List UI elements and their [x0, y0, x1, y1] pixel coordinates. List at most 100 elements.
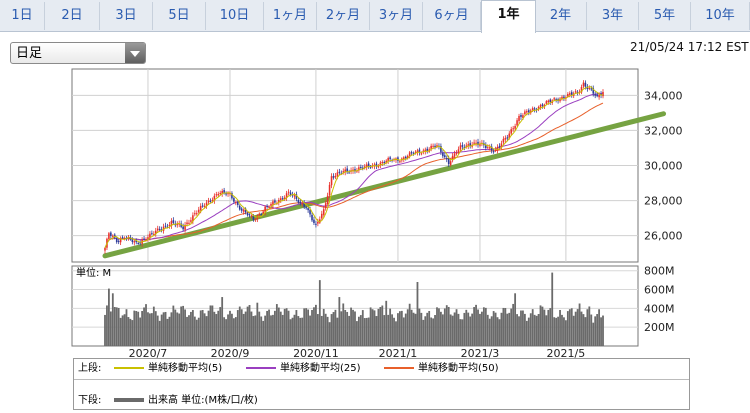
candle-255: [602, 89, 604, 99]
ma50-swatch: [384, 367, 414, 369]
volume-bar-31: [164, 311, 167, 346]
legend-volume: 出来高 単位:(M株/口/枚): [114, 394, 258, 408]
candle-body-82: [264, 206, 266, 213]
volume-bar-4: [111, 293, 114, 346]
candle-body-9: [121, 237, 124, 239]
candle-body-172: [440, 146, 442, 152]
candle-body-112: [322, 209, 325, 215]
volume-bar-212: [518, 316, 520, 346]
tab-5[interactable]: 1ヶ月: [264, 2, 317, 30]
candle-body-17: [137, 242, 139, 244]
candle-body-89: [278, 199, 280, 203]
volume-bar-142: [381, 305, 384, 346]
tab-3[interactable]: 5日: [153, 2, 206, 30]
candle-47: [195, 210, 198, 216]
tab-12[interactable]: 5年: [639, 2, 691, 30]
legend-upper-label: 上段:: [78, 363, 102, 374]
tab-11[interactable]: 3年: [587, 2, 639, 30]
tab-9[interactable]: 1年: [481, 0, 536, 33]
volume-bar-87: [274, 310, 276, 346]
volume-bar-200: [494, 312, 497, 346]
volume-bar-191: [477, 309, 479, 346]
candle-body-69: [238, 205, 241, 210]
volume-bar-80: [260, 316, 263, 346]
volume-bar-54: [209, 305, 212, 346]
tab-10[interactable]: 2年: [535, 2, 587, 30]
candle-68: [237, 199, 239, 208]
candle-body-186: [467, 144, 470, 147]
volume-bar-147: [391, 314, 393, 346]
candle-220: [533, 106, 536, 113]
volume-bar-71: [242, 313, 245, 346]
candle-107: [313, 216, 315, 225]
candle-body-207: [508, 133, 511, 139]
x-tick-label-3: 2021/1: [379, 347, 418, 360]
volume-bar-123: [344, 309, 347, 346]
candle-body-110: [319, 219, 321, 223]
volume-bar-224: [541, 306, 544, 346]
volume-bar-166: [428, 310, 431, 346]
tab-6[interactable]: 2ヶ月: [317, 2, 370, 30]
tab-1[interactable]: 2日: [45, 2, 100, 30]
volume-bar-153: [402, 317, 405, 346]
tab-0[interactable]: 1日: [0, 2, 45, 30]
candle-body-245: [582, 82, 585, 87]
volume-bar-63: [227, 314, 229, 346]
candle-64: [229, 191, 231, 197]
candle-body-219: [531, 108, 534, 110]
volume-bar-199: [492, 311, 495, 346]
candle-body-168: [432, 145, 434, 147]
candle-24: [151, 230, 153, 236]
tab-7[interactable]: 3ヶ月: [370, 2, 423, 30]
candle-body-20: [143, 238, 145, 240]
candle-body-109: [317, 221, 319, 224]
candle-body-155: [406, 155, 409, 159]
volume-bar-40: [182, 305, 185, 346]
volume-bar-47: [195, 319, 198, 346]
tab-4[interactable]: 10日: [206, 2, 264, 30]
candle-198: [490, 143, 493, 154]
volume-bar-103: [305, 308, 308, 346]
volume-bar-124: [346, 311, 349, 346]
volume-bar-163: [422, 319, 425, 346]
candle-body-94: [287, 191, 290, 193]
volume-bar-29: [160, 314, 163, 346]
candle-173: [442, 150, 444, 159]
candle-body-191: [477, 141, 479, 146]
volume-bar-8: [119, 317, 122, 346]
candle-body-161: [418, 149, 421, 153]
interval-select[interactable]: 日足: [10, 42, 146, 64]
candle-110: [319, 216, 321, 225]
volume-bar-189: [473, 307, 476, 346]
volume-bar-173: [441, 314, 444, 346]
candle-body-234: [561, 96, 563, 99]
candle-72: [244, 207, 247, 215]
volume-bar-94: [287, 310, 290, 346]
candle-body-44: [190, 220, 192, 222]
candle-28: [158, 226, 161, 232]
volume-bar-9: [121, 315, 124, 346]
volume-bar-49: [199, 310, 202, 346]
candle-71: [242, 208, 245, 215]
candle-body-100: [299, 201, 302, 204]
volume-bar-36: [174, 309, 177, 346]
candle-181: [457, 146, 460, 155]
candle-130: [358, 164, 360, 174]
volume-bar-232: [557, 316, 559, 346]
volume-bar-211: [516, 314, 518, 346]
tab-2[interactable]: 3日: [100, 2, 153, 30]
candle-206: [506, 134, 509, 141]
candle-80: [260, 212, 263, 216]
volume-bar-143: [383, 315, 386, 346]
candle-body-130: [358, 167, 360, 171]
candle-65: [231, 191, 233, 200]
y-tick-label-0: 26,000: [644, 230, 683, 243]
candle-body-108: [315, 223, 317, 225]
candle-body-67: [235, 202, 237, 204]
candle-body-31: [164, 225, 167, 227]
volume-bar-27: [156, 315, 159, 346]
candle-body-95: [289, 192, 292, 196]
tab-8[interactable]: 6ヶ月: [423, 2, 481, 30]
x-tick-label-4: 2021/3: [461, 347, 500, 360]
candle-body-211: [516, 120, 518, 126]
